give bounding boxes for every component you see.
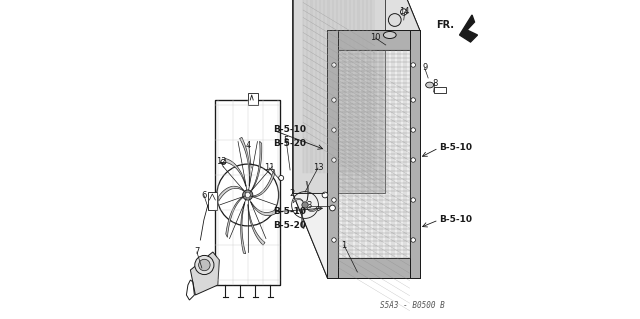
Text: B-5-10: B-5-10: [273, 125, 306, 135]
Text: 6: 6: [201, 190, 207, 199]
Text: 10: 10: [370, 33, 381, 42]
Text: B-5-20: B-5-20: [273, 221, 306, 231]
Polygon shape: [307, 207, 317, 212]
Circle shape: [302, 202, 308, 208]
Text: B-5-10: B-5-10: [438, 216, 472, 225]
Circle shape: [332, 158, 336, 162]
Polygon shape: [292, 0, 328, 278]
Polygon shape: [338, 30, 410, 50]
Polygon shape: [385, 0, 420, 278]
Circle shape: [332, 63, 336, 67]
Polygon shape: [239, 137, 250, 186]
Circle shape: [332, 98, 336, 102]
Circle shape: [411, 63, 415, 67]
Polygon shape: [410, 30, 420, 278]
Polygon shape: [241, 202, 246, 254]
Text: 5: 5: [284, 136, 289, 145]
Circle shape: [411, 158, 415, 162]
Polygon shape: [252, 141, 262, 190]
Polygon shape: [328, 30, 338, 278]
Ellipse shape: [383, 32, 396, 39]
Text: 8: 8: [432, 78, 437, 87]
Circle shape: [332, 128, 336, 132]
Text: B-5-10: B-5-10: [273, 207, 306, 217]
Bar: [215, 100, 280, 285]
Circle shape: [332, 198, 336, 202]
Circle shape: [322, 192, 328, 198]
Polygon shape: [293, 198, 303, 203]
Polygon shape: [328, 30, 420, 278]
Text: 13: 13: [313, 164, 323, 173]
Text: FR.: FR.: [436, 20, 454, 30]
Text: 2: 2: [289, 189, 294, 197]
Polygon shape: [328, 30, 338, 278]
Polygon shape: [191, 252, 220, 295]
FancyBboxPatch shape: [434, 87, 447, 93]
Bar: [248, 93, 258, 105]
Polygon shape: [338, 30, 410, 50]
Circle shape: [195, 256, 214, 275]
Text: B-5-20: B-5-20: [273, 139, 306, 149]
Bar: [215, 100, 280, 285]
Text: 12: 12: [216, 158, 227, 167]
Polygon shape: [301, 209, 304, 229]
Text: S5A3 - B0500 B: S5A3 - B0500 B: [380, 301, 445, 310]
Polygon shape: [460, 15, 477, 42]
Circle shape: [411, 238, 415, 242]
Polygon shape: [410, 30, 420, 278]
Polygon shape: [306, 182, 308, 201]
Circle shape: [401, 9, 407, 15]
Circle shape: [411, 98, 415, 102]
Text: 7: 7: [194, 248, 200, 256]
Polygon shape: [292, 0, 385, 193]
Polygon shape: [338, 258, 410, 278]
Circle shape: [221, 160, 226, 165]
Text: 4: 4: [246, 140, 252, 150]
Circle shape: [411, 198, 415, 202]
Bar: [208, 192, 217, 210]
Circle shape: [245, 192, 250, 197]
Text: 1: 1: [341, 241, 346, 249]
Polygon shape: [252, 169, 275, 197]
Polygon shape: [410, 30, 420, 278]
Ellipse shape: [426, 82, 434, 88]
Polygon shape: [251, 202, 276, 216]
Circle shape: [388, 14, 401, 26]
Polygon shape: [218, 186, 244, 201]
Text: 14: 14: [399, 8, 410, 17]
Text: B-5-10: B-5-10: [438, 144, 472, 152]
Text: 3: 3: [307, 202, 312, 211]
Circle shape: [411, 128, 415, 132]
Polygon shape: [338, 258, 410, 278]
Text: 11: 11: [264, 164, 275, 173]
Polygon shape: [248, 204, 265, 245]
Circle shape: [243, 190, 253, 200]
Circle shape: [278, 175, 284, 181]
Polygon shape: [226, 197, 243, 237]
Circle shape: [330, 205, 335, 211]
Polygon shape: [223, 159, 246, 186]
Polygon shape: [328, 30, 338, 278]
Text: 9: 9: [422, 63, 428, 72]
Circle shape: [198, 259, 210, 271]
Circle shape: [332, 238, 336, 242]
